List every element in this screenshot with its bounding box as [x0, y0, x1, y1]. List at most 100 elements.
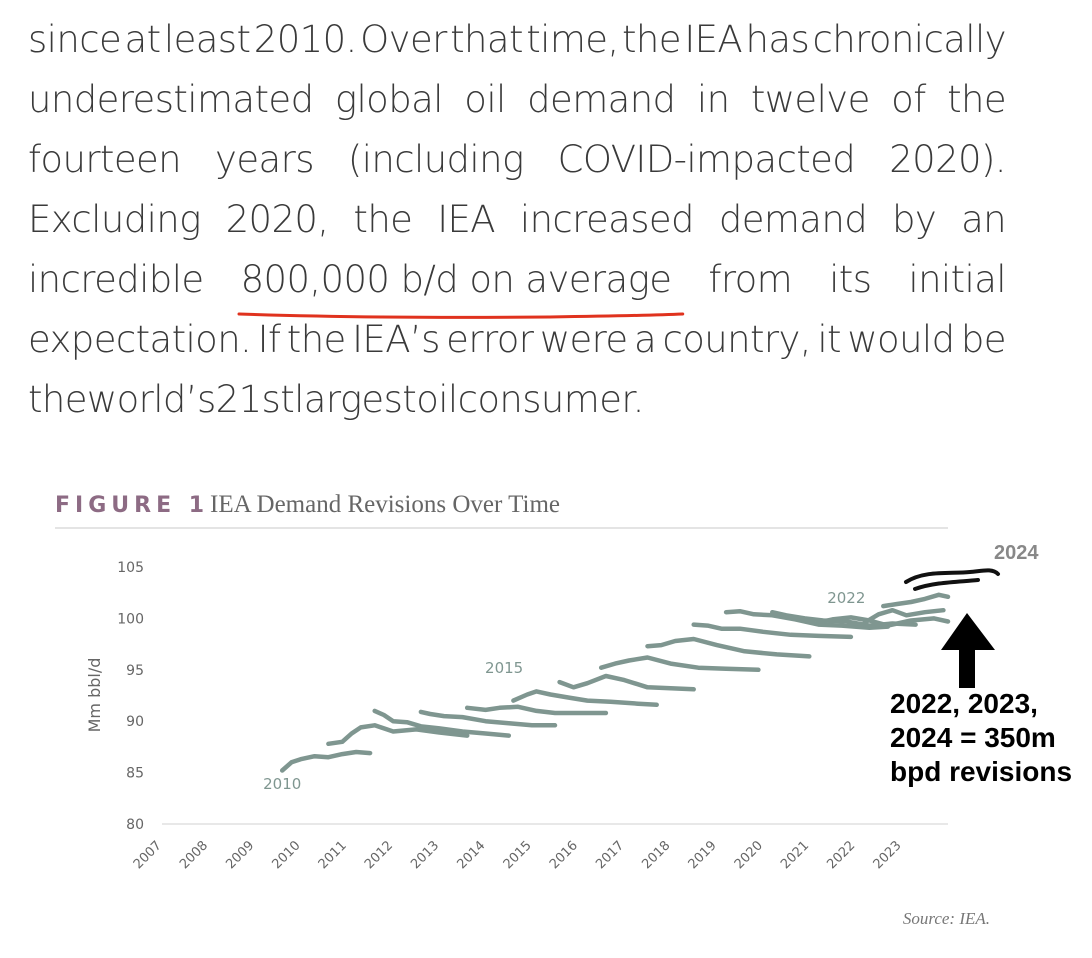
- figure-source: Source: IEA.: [903, 909, 990, 928]
- article-word: 21st: [215, 378, 295, 421]
- x-tick-label: 2015: [501, 838, 535, 872]
- article-word: oil: [416, 378, 458, 421]
- article-word: by: [892, 198, 937, 241]
- x-tick-label: 2007: [131, 838, 165, 872]
- x-tick-label: 2022: [824, 838, 858, 872]
- article-word: would: [847, 318, 955, 361]
- series-annotation: 2015: [485, 659, 523, 677]
- article-word: the: [622, 18, 682, 61]
- x-tick-label: 2019: [686, 838, 720, 872]
- series-line-2013: [418, 709, 558, 728]
- x-tick-label: 2018: [639, 838, 673, 872]
- article-word: 2020).: [889, 138, 1006, 181]
- x-tick-label: 2013: [408, 838, 442, 872]
- article-word: If: [257, 318, 281, 361]
- x-tick-label: 2021: [778, 838, 812, 872]
- article-word: has: [745, 18, 810, 61]
- article-word: initial: [908, 258, 1006, 301]
- series-line-2016: [557, 673, 696, 692]
- red-underline-mark: [239, 310, 683, 324]
- article-text: since at least 2010. Over that time, the IEA has c…: [28, 10, 1007, 430]
- series-line-2012: [372, 708, 512, 738]
- article-word: global: [334, 78, 444, 121]
- article-word: increased: [519, 198, 695, 241]
- series-line-2022: [816, 615, 951, 628]
- figure-label: FIGURE 1: [55, 493, 209, 518]
- up-arrow-icon: [941, 613, 995, 688]
- article-word: a: [634, 318, 657, 361]
- handwritten-scribble-2024: [904, 568, 1000, 591]
- article-word: at: [124, 18, 162, 61]
- y-tick-labels: 80 85 90 95 100 105: [117, 560, 144, 833]
- x-tick-label: 2017: [593, 838, 627, 872]
- x-tick-label: 2010: [270, 838, 304, 872]
- article-word: oil: [464, 78, 506, 121]
- series-annotation: 2010: [263, 775, 301, 793]
- series-line-2014: [464, 704, 609, 716]
- article-word: underestimated: [28, 78, 314, 121]
- article-word: world’s: [86, 378, 216, 421]
- annotation-line-2: 2024 = 350m: [890, 722, 1056, 753]
- x-tick-label: 2009: [223, 838, 257, 872]
- article-word: IEA’s: [352, 318, 440, 361]
- annotation-line-1: 2022, 2023,: [890, 688, 1038, 719]
- series-line-2018: [645, 636, 812, 659]
- article-line: fourteen years (including COVID-impacted 202…: [28, 130, 1007, 190]
- series-line-2011: [326, 723, 470, 747]
- article-word: error: [446, 318, 534, 361]
- article-word: it: [817, 318, 841, 361]
- figure-1-chart: FIGURE 1 IEA Demand Revisions Over Time …: [55, 491, 1072, 928]
- series-line-2023: [862, 607, 946, 625]
- article-word: COVID-impacted: [557, 138, 856, 181]
- article-word: its: [829, 258, 872, 301]
- article-line: Excluding 2020, the IEA increased demand by an: [28, 190, 1007, 250]
- article-word: demand: [718, 198, 868, 241]
- annotation-line-3: bpd revisions: [890, 756, 1072, 787]
- article-word: demand: [527, 78, 676, 121]
- series-line-2017: [598, 655, 761, 673]
- article-word: fourteen: [28, 138, 182, 181]
- article-word: from: [708, 258, 793, 301]
- y-tick-label: 95: [126, 663, 144, 679]
- x-tick-label: 2023: [871, 838, 905, 872]
- article-line: the world’s 21st largest oil consumer.: [28, 370, 1006, 430]
- x-tick-label: 2011: [316, 838, 350, 872]
- article-word: time,: [526, 18, 619, 61]
- article-word: largest: [294, 378, 417, 421]
- article-word: of: [891, 78, 926, 121]
- article-word: since: [28, 18, 122, 61]
- series-line-2010: [279, 749, 373, 773]
- article-word: IEA: [684, 18, 743, 61]
- y-tick-label: 80: [126, 817, 144, 833]
- y-tick-label: 90: [126, 714, 144, 730]
- article-word: expectation.: [28, 318, 252, 361]
- x-tick-label: 2016: [547, 838, 581, 872]
- article-word: be: [960, 318, 1007, 361]
- article-word: the: [353, 198, 413, 241]
- series-lines: [279, 592, 951, 773]
- article-line: expectation. If the IEA’s error were a country,…: [28, 310, 1007, 370]
- article-word: country,: [662, 318, 812, 361]
- article-word: Over: [360, 18, 447, 61]
- highlighted-phrase: 800,000 b/d on average: [241, 250, 672, 310]
- x-tick-label: 2012: [362, 838, 396, 872]
- article-word: (including: [347, 138, 524, 181]
- article-word: Excluding: [28, 198, 201, 241]
- article-word: the: [286, 318, 347, 361]
- article-word: years: [215, 138, 314, 181]
- x-tick-labels: 2007 2008 2009 2010 2011 2012 2013 2014 2015 2016…: [131, 838, 905, 872]
- article-word: IEA: [437, 198, 496, 241]
- article-word: 2010.: [253, 18, 358, 61]
- article-word: an: [961, 198, 1007, 241]
- article-line: underestimated global oil demand in twelve of t…: [28, 70, 1007, 130]
- y-tick-label: 85: [126, 766, 144, 782]
- y-tick-label: 105: [117, 560, 144, 576]
- article-word: consumer.: [457, 378, 645, 421]
- article-word: that: [450, 18, 523, 61]
- article-line: incredible 800,000 b/d on average from its i…: [28, 250, 1007, 310]
- series-annotation: 2022: [827, 589, 865, 607]
- series-annotations: 2010 2015 2022: [263, 589, 865, 793]
- annotation-year: 2024: [994, 542, 1039, 564]
- article-word: were: [539, 318, 628, 361]
- article-word: incredible: [28, 258, 204, 301]
